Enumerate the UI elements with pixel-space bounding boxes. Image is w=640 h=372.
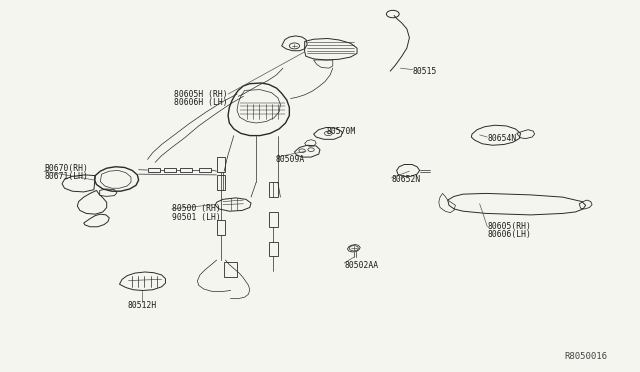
Text: 80570M: 80570M <box>326 126 356 136</box>
Bar <box>216 220 225 235</box>
Bar <box>224 262 237 277</box>
Text: 90501 (LH): 90501 (LH) <box>172 213 221 222</box>
Bar <box>179 168 192 172</box>
Text: B0670(RH): B0670(RH) <box>44 164 88 173</box>
Bar <box>216 157 225 172</box>
Bar <box>269 241 278 256</box>
Bar <box>198 168 211 172</box>
Text: 80605H (RH): 80605H (RH) <box>174 90 227 99</box>
Text: 80671(LH): 80671(LH) <box>44 172 88 181</box>
Text: 80502AA: 80502AA <box>344 261 378 270</box>
Text: 80512H: 80512H <box>128 301 157 310</box>
Text: 80500 (RH): 80500 (RH) <box>172 205 221 214</box>
Text: 80652N: 80652N <box>392 175 420 184</box>
Text: 80605(RH): 80605(RH) <box>487 222 531 231</box>
Text: 80515: 80515 <box>413 67 437 76</box>
Text: 80606(LH): 80606(LH) <box>487 230 531 240</box>
Bar <box>216 175 225 190</box>
Text: 80654N: 80654N <box>487 134 516 143</box>
Bar <box>269 182 278 197</box>
Bar <box>164 168 176 172</box>
Text: R8050016: R8050016 <box>564 352 607 361</box>
Text: 80606H (LH): 80606H (LH) <box>174 98 227 107</box>
Bar <box>269 212 278 227</box>
Bar <box>148 168 161 172</box>
Text: 80509A: 80509A <box>275 155 305 164</box>
